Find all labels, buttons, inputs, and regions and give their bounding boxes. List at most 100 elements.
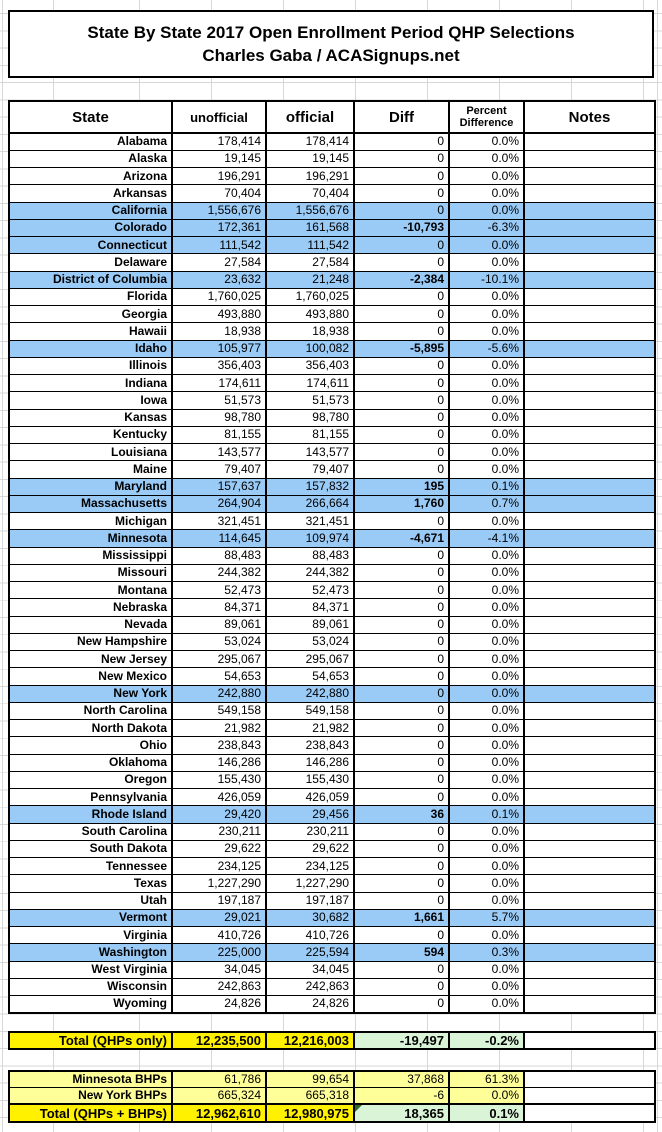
unofficial-cell[interactable]: 172,361 (171, 218, 266, 237)
unofficial-cell[interactable]: 114,645 (171, 529, 266, 547)
diff-cell[interactable]: 0 (353, 201, 449, 220)
pct-cell[interactable]: 0.0% (448, 598, 524, 616)
notes-cell[interactable] (523, 632, 655, 651)
notes-cell[interactable] (523, 891, 655, 910)
diff-cell[interactable]: 0 (353, 891, 449, 910)
bhp-unofficial-cell[interactable]: 665,324 (171, 1087, 266, 1104)
total-pct-cell[interactable]: -0.2% (448, 1032, 524, 1049)
unofficial-cell[interactable]: 89,061 (171, 615, 266, 634)
pct-cell[interactable]: 0.0% (448, 977, 524, 996)
pct-cell[interactable]: 0.0% (448, 460, 524, 478)
total-notes-cell[interactable] (523, 1032, 655, 1049)
official-cell[interactable]: 295,067 (265, 649, 354, 668)
notes-cell[interactable] (523, 925, 655, 944)
total-diff-cell[interactable]: -19,497 (353, 1032, 449, 1049)
diff-cell[interactable]: 0 (353, 839, 449, 858)
notes-cell[interactable] (523, 201, 655, 220)
official-cell[interactable]: 426,059 (265, 787, 354, 806)
unofficial-cell[interactable]: 51,573 (171, 391, 266, 409)
diff-cell[interactable]: 0 (353, 649, 449, 668)
pct-cell[interactable]: 0.0% (448, 546, 524, 565)
diff-cell[interactable]: 0 (353, 149, 449, 168)
official-cell[interactable]: 53,024 (265, 632, 354, 651)
notes-cell[interactable] (523, 442, 655, 461)
pct-cell[interactable]: 0.0% (448, 856, 524, 875)
unofficial-cell[interactable]: 19,145 (171, 149, 266, 168)
notes-cell[interactable] (523, 736, 655, 754)
unofficial-cell[interactable]: 244,382 (171, 563, 266, 582)
bhp-official-cell[interactable]: 665,318 (265, 1087, 354, 1104)
notes-cell[interactable] (523, 356, 655, 375)
state-cell[interactable]: Maryland (9, 477, 172, 496)
bhp-pct-cell[interactable]: 61.3% (448, 1071, 524, 1088)
state-cell[interactable]: Mississippi (9, 546, 172, 565)
state-cell[interactable]: South Carolina (9, 822, 172, 841)
col-header-diff[interactable]: Diff (353, 101, 449, 134)
state-cell[interactable]: California (9, 201, 172, 220)
diff-cell[interactable]: 0 (353, 184, 449, 202)
diff-cell[interactable]: 0 (353, 563, 449, 582)
state-cell[interactable]: Ohio (9, 736, 172, 754)
notes-cell[interactable] (523, 580, 655, 599)
state-cell[interactable]: Massachusetts (9, 494, 172, 513)
unofficial-cell[interactable]: 225,000 (171, 943, 266, 961)
state-cell[interactable]: Missouri (9, 563, 172, 582)
state-cell[interactable]: Michigan (9, 511, 172, 530)
unofficial-cell[interactable]: 155,430 (171, 770, 266, 789)
official-cell[interactable]: 21,248 (265, 270, 354, 289)
grand-total-official-cell[interactable]: 12,980,975 (265, 1103, 354, 1122)
diff-cell[interactable]: 0 (353, 977, 449, 996)
pct-cell[interactable]: 0.1% (448, 477, 524, 496)
diff-cell[interactable]: 594 (353, 943, 449, 961)
notes-cell[interactable] (523, 460, 655, 478)
pct-cell[interactable]: 0.0% (448, 356, 524, 375)
official-cell[interactable]: 1,556,676 (265, 201, 354, 220)
unofficial-cell[interactable]: 54,653 (171, 667, 266, 685)
unofficial-cell[interactable]: 157,637 (171, 477, 266, 496)
diff-cell[interactable]: 0 (353, 460, 449, 478)
diff-cell[interactable]: 0 (353, 994, 449, 1013)
official-cell[interactable]: 18,938 (265, 322, 354, 340)
pct-cell[interactable]: 0.0% (448, 960, 524, 979)
official-cell[interactable]: 79,407 (265, 460, 354, 478)
notes-cell[interactable] (523, 943, 655, 961)
state-cell[interactable]: Vermont (9, 908, 172, 927)
state-cell[interactable]: South Dakota (9, 839, 172, 858)
diff-cell[interactable]: 0 (353, 856, 449, 875)
notes-cell[interactable] (523, 287, 655, 306)
state-cell[interactable]: Arizona (9, 166, 172, 185)
state-cell[interactable]: Pennsylvania (9, 787, 172, 806)
pct-cell[interactable]: 0.0% (448, 425, 524, 444)
diff-cell[interactable]: 1,661 (353, 908, 449, 927)
grand-total-notes-cell[interactable] (523, 1103, 655, 1122)
notes-cell[interactable] (523, 684, 655, 703)
official-cell[interactable]: 84,371 (265, 598, 354, 616)
unofficial-cell[interactable]: 1,227,290 (171, 874, 266, 892)
notes-cell[interactable] (523, 529, 655, 547)
notes-cell[interactable] (523, 166, 655, 185)
pct-cell[interactable]: 0.0% (448, 511, 524, 530)
diff-cell[interactable]: 0 (353, 356, 449, 375)
official-cell[interactable]: 197,187 (265, 891, 354, 910)
notes-cell[interactable] (523, 494, 655, 513)
official-cell[interactable]: 242,863 (265, 977, 354, 996)
official-cell[interactable]: 143,577 (265, 442, 354, 461)
diff-cell[interactable]: 0 (353, 442, 449, 461)
official-cell[interactable]: 81,155 (265, 425, 354, 444)
state-cell[interactable]: Rhode Island (9, 805, 172, 823)
notes-cell[interactable] (523, 960, 655, 979)
unofficial-cell[interactable]: 230,211 (171, 822, 266, 841)
diff-cell[interactable]: 0 (353, 408, 449, 427)
official-cell[interactable]: 54,653 (265, 667, 354, 685)
notes-cell[interactable] (523, 235, 655, 254)
pct-cell[interactable]: 0.0% (448, 253, 524, 271)
pct-cell[interactable]: 0.0% (448, 304, 524, 323)
official-cell[interactable]: 321,451 (265, 511, 354, 530)
notes-cell[interactable] (523, 822, 655, 841)
diff-cell[interactable]: 0 (353, 753, 449, 772)
diff-cell[interactable]: 0 (353, 736, 449, 754)
notes-cell[interactable] (523, 304, 655, 323)
state-cell[interactable]: New Jersey (9, 649, 172, 668)
official-cell[interactable]: 27,584 (265, 253, 354, 271)
official-cell[interactable]: 1,227,290 (265, 874, 354, 892)
